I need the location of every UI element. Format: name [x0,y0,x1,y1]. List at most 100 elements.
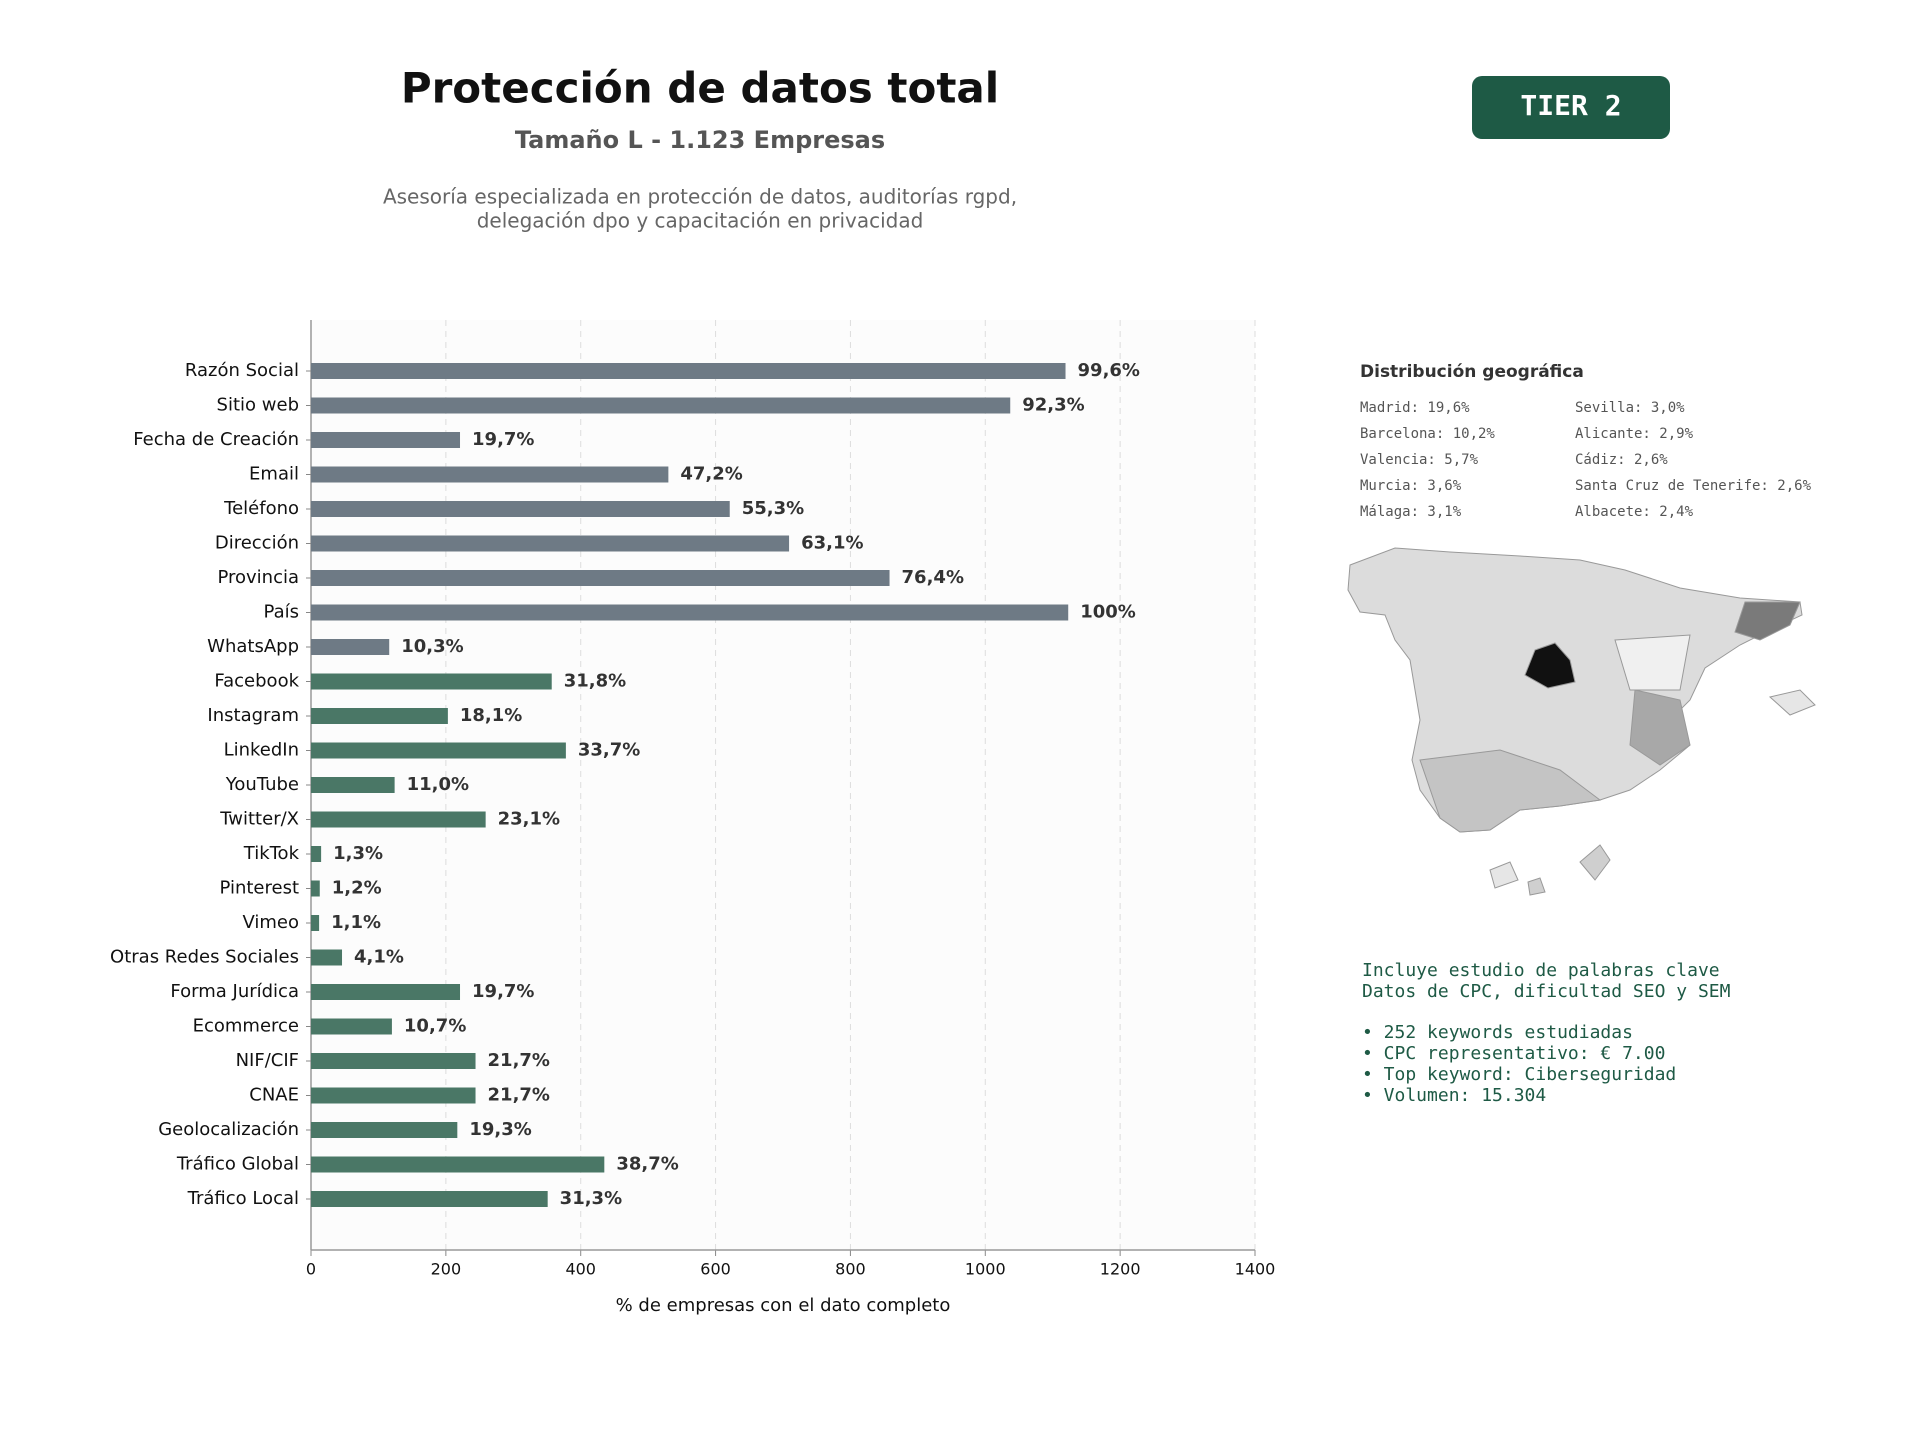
geo-item: Valencia: 5,7% [1360,452,1479,468]
title: Protección de datos total [401,64,999,113]
bar [311,1018,392,1035]
y-tick-label: Instagram [207,705,299,726]
bar [311,1087,476,1104]
y-tick-label: Geolocalización [158,1119,299,1140]
map [1347,547,1816,896]
x-tick-label: 0 [306,1260,316,1279]
bar [311,432,461,448]
bar [311,880,320,897]
value-label: 76,4% [902,567,964,588]
keyword-line: • CPC representativo: € 7.00 [1362,1043,1665,1064]
y-tick-label: Tráfico Global [176,1154,299,1175]
map-canarias [1579,844,1611,881]
subtitle: Tamaño L - 1.123 Empresas [515,126,885,154]
bar [311,466,669,483]
geo-title: Distribución geográfica [1360,362,1584,382]
bar [311,1156,605,1173]
map-baleares [1768,689,1816,716]
value-label: 92,3% [1022,395,1084,416]
geo-item: Barcelona: 10,2% [1360,426,1495,442]
value-label: 47,2% [680,464,742,485]
y-tick-label: Dirección [215,533,299,554]
value-label: 31,3% [560,1188,622,1209]
geo-item: Alicante: 2,9% [1575,426,1694,442]
y-tick-label: Otras Redes Sociales [110,947,299,968]
y-tick-label: País [264,602,299,623]
map-canarias [1527,877,1546,896]
bar [311,535,790,552]
y-tick-label: Forma Jurídica [170,981,299,1002]
map-valencia [1629,689,1691,766]
keyword-line: Datos de CPC, dificultad SEO y SEM [1362,981,1731,1002]
tier-badge [1472,76,1670,139]
bar [311,777,395,793]
value-label: 19,7% [472,981,534,1002]
y-tick-label: NIF/CIF [236,1050,299,1071]
bar [311,604,1069,621]
x-tick-label: 200 [431,1260,462,1279]
bar [311,915,320,931]
bar [311,501,730,517]
bar [311,570,890,586]
y-tick-label: Teléfono [223,498,299,519]
value-label: 21,7% [488,1050,550,1071]
map-barcelona [1734,601,1801,641]
value-label: 11,0% [407,774,469,795]
plot: 0 200 400 600 800 1000 1200 1400 % de empresas c… [110,320,1275,1316]
value-label: 99,6% [1078,360,1140,381]
bar [311,673,552,690]
y-tick-label: Ecommerce [193,1016,299,1037]
keyword-line: • Volumen: 15.304 [1362,1085,1546,1106]
value-label: 55,3% [742,498,804,519]
y-tick-label: Email [249,464,299,485]
y-tick-label: Facebook [214,671,299,692]
keyword-line: • 252 keywords estudiadas [1362,1022,1633,1043]
bar [311,397,1011,414]
bar [311,639,390,655]
value-label: 23,1% [498,809,560,830]
value-label: 63,1% [801,533,863,554]
value-label: 10,7% [404,1016,466,1037]
value-label: 100% [1080,602,1136,623]
map-madrid [1524,642,1576,689]
y-tick-label: Provincia [217,567,299,588]
x-tick-label: 600 [700,1260,731,1279]
value-label: 18,1% [460,705,522,726]
geo-item: Madrid: 19,6% [1360,400,1470,416]
y-tick-label: Sitio web [217,395,299,416]
y-tick-label: Razón Social [185,360,299,381]
y-tick-label: CNAE [249,1085,299,1106]
x-tick-label: 1400 [1235,1260,1276,1279]
bar [311,363,1066,379]
y-tick-label: WhatsApp [207,636,299,657]
x-tick-label: 1000 [965,1260,1006,1279]
map-andalucia [1419,749,1602,833]
bar [311,811,486,828]
bar [311,1122,458,1138]
geo-item: Sevilla: 3,0% [1575,400,1685,416]
geo-list: Madrid: 19,6% Barcelona: 10,2% Valencia: 5… [1360,400,1812,520]
y-tick-label: Tráfico Local [187,1188,299,1209]
map-canarias [1489,861,1519,889]
keyword-line: • Top keyword: Ciberseguridad [1362,1064,1676,1085]
bar [311,846,322,862]
y-tick-label: Pinterest [219,878,299,899]
keyword-line: Incluye estudio de palabras clave [1362,960,1720,981]
y-tick-label: Twitter/X [219,809,299,830]
bar [311,984,461,1000]
bar [311,949,343,966]
bar [311,1053,476,1069]
y-tick-label: Fecha de Creación [133,429,299,450]
x-axis-label: % de empresas con el dato completo [616,1295,951,1316]
y-tick-label: TikTok [243,843,300,864]
bar [311,1191,548,1207]
value-label: 38,7% [616,1154,678,1175]
y-tick-label: Vimeo [242,912,299,933]
value-label: 1,3% [333,843,383,864]
x-tick-label: 400 [565,1260,596,1279]
x-tick-label: 1200 [1100,1260,1141,1279]
bar [311,708,448,724]
value-label: 31,8% [564,671,626,692]
